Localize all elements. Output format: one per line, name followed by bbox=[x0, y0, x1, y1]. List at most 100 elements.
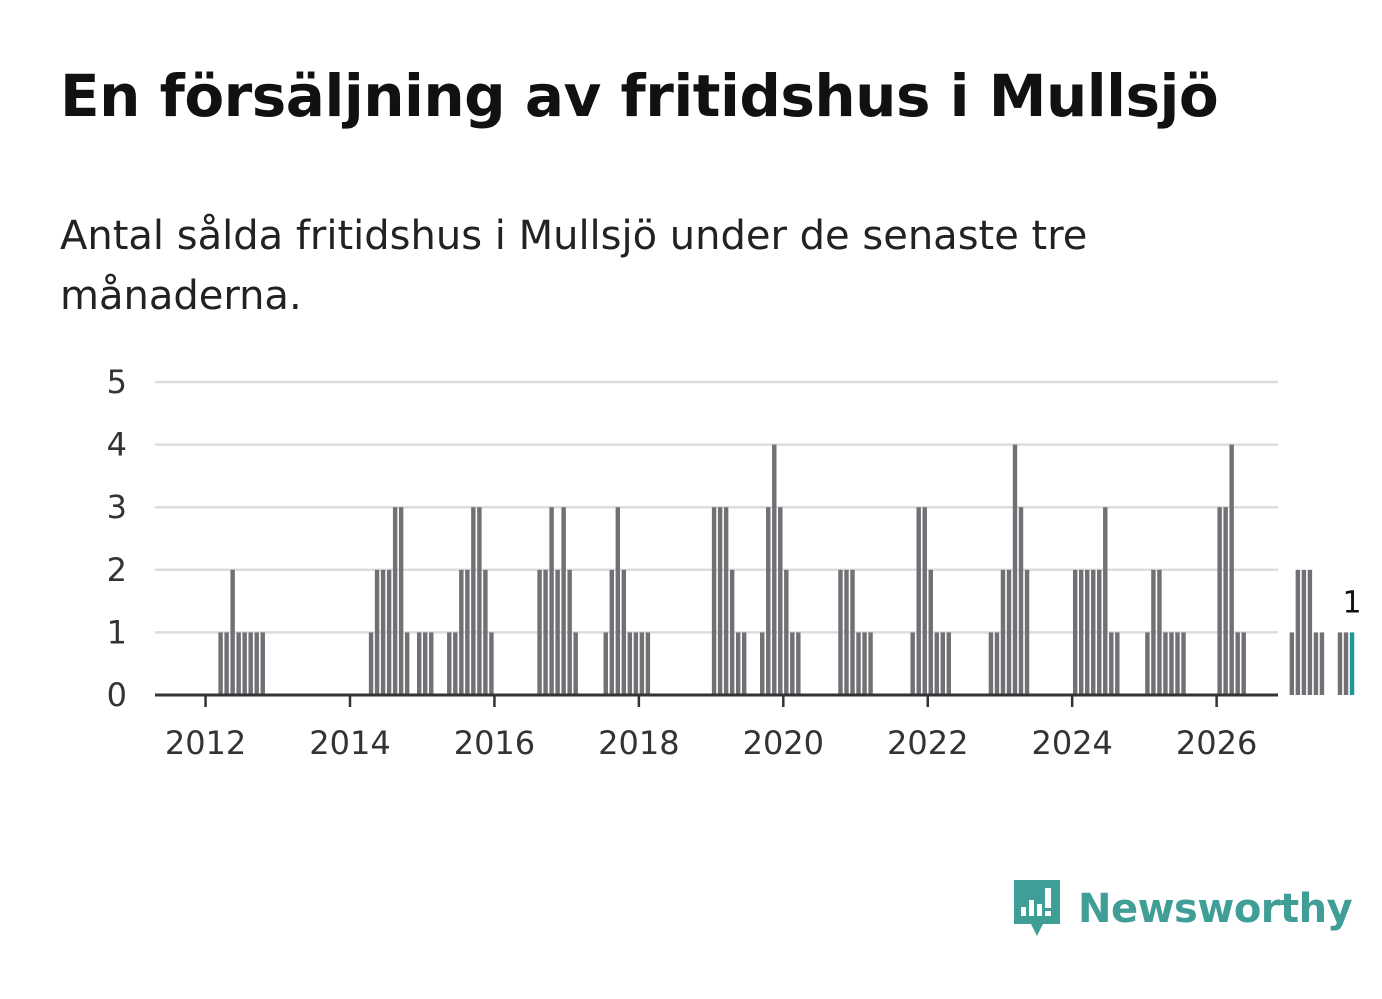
bar bbox=[1000, 569, 1006, 695]
bar bbox=[940, 632, 945, 695]
bar bbox=[1307, 569, 1313, 695]
bar bbox=[1085, 569, 1090, 695]
bar-chart: 0 1 2 3 4 5 2012 2014 2016 2018 2020 2022 2024 2026 1 bbox=[107, 363, 1362, 762]
bar bbox=[723, 507, 729, 695]
bar bbox=[1163, 632, 1168, 695]
y-tick-label: 0 bbox=[107, 676, 127, 714]
bar bbox=[1006, 569, 1012, 695]
bar bbox=[224, 632, 229, 695]
bar bbox=[1229, 444, 1234, 695]
bar bbox=[392, 507, 398, 695]
bar bbox=[856, 632, 861, 695]
bar bbox=[567, 569, 572, 695]
bar bbox=[609, 569, 614, 695]
bar bbox=[850, 569, 855, 695]
bar bbox=[1289, 632, 1295, 695]
bar bbox=[429, 632, 434, 695]
bar bbox=[386, 569, 392, 695]
bar bbox=[717, 507, 723, 695]
bar bbox=[453, 632, 458, 695]
bar bbox=[1012, 444, 1018, 695]
bar bbox=[459, 569, 464, 695]
bar bbox=[561, 507, 566, 695]
bar bbox=[477, 507, 482, 695]
bar bbox=[784, 569, 789, 695]
x-axis bbox=[155, 693, 1278, 707]
bar bbox=[471, 507, 476, 695]
bar bbox=[254, 632, 259, 695]
bar bbox=[368, 632, 374, 695]
bar bbox=[218, 632, 223, 695]
bar bbox=[230, 569, 235, 695]
bar bbox=[633, 632, 639, 695]
bar bbox=[639, 632, 645, 695]
bar bbox=[922, 507, 927, 695]
bar bbox=[1157, 569, 1162, 695]
bar bbox=[1018, 507, 1024, 695]
bar bbox=[260, 632, 265, 695]
bar bbox=[549, 507, 554, 695]
bar bbox=[1295, 569, 1301, 695]
bar bbox=[910, 632, 915, 695]
newsworthy-logo-icon bbox=[1014, 880, 1060, 936]
bar bbox=[236, 632, 241, 695]
bar bbox=[627, 632, 633, 695]
bar bbox=[1235, 632, 1240, 695]
bar bbox=[772, 444, 777, 695]
bar bbox=[916, 507, 921, 695]
chart-subtitle: Antal sålda fritidshus i Mullsjö under d… bbox=[60, 213, 1088, 319]
bar bbox=[868, 632, 873, 695]
bar bbox=[573, 632, 578, 695]
x-tick-label: 2014 bbox=[309, 724, 390, 762]
newsworthy-logo: Newsworthy bbox=[1012, 878, 1353, 940]
bar bbox=[1301, 569, 1307, 695]
bar bbox=[1072, 569, 1078, 695]
axis-labels: 0 1 2 3 4 5 2012 2014 2016 2018 2020 2022 2024 2026 1 bbox=[107, 363, 1362, 762]
bar bbox=[1217, 507, 1222, 695]
bar bbox=[790, 632, 795, 695]
bar bbox=[988, 632, 994, 695]
x-tick-label: 2018 bbox=[598, 724, 679, 762]
bar bbox=[398, 507, 404, 695]
bar bbox=[1169, 632, 1174, 695]
y-tick-label: 4 bbox=[107, 426, 127, 464]
chart-title: En försäljning av fritidshus i Mullsjö bbox=[60, 62, 1219, 130]
bar bbox=[489, 632, 494, 695]
bar bbox=[1319, 632, 1325, 695]
y-tick-label: 3 bbox=[107, 488, 127, 526]
x-tick-label: 2016 bbox=[454, 724, 535, 762]
bar bbox=[380, 569, 386, 695]
bar bbox=[603, 632, 608, 695]
brand-name: Newsworthy bbox=[1078, 886, 1353, 932]
bar bbox=[242, 632, 247, 695]
bar bbox=[1109, 632, 1114, 695]
bar bbox=[1313, 632, 1319, 695]
bar bbox=[1241, 632, 1246, 695]
bar bbox=[621, 569, 627, 695]
bar bbox=[404, 632, 410, 695]
bar bbox=[928, 569, 933, 695]
bar bbox=[645, 632, 651, 695]
bar bbox=[1181, 632, 1186, 695]
y-tick-label: 2 bbox=[107, 551, 127, 589]
bar bbox=[1097, 569, 1102, 695]
bar bbox=[994, 632, 1000, 695]
bar bbox=[537, 569, 542, 695]
latest-value-label: 1 bbox=[1342, 585, 1361, 620]
bar bbox=[711, 507, 717, 695]
bar-latest bbox=[1349, 632, 1355, 695]
bar bbox=[844, 569, 849, 695]
bar bbox=[1079, 569, 1084, 695]
bar bbox=[1091, 569, 1096, 695]
x-tick-label: 2024 bbox=[1031, 724, 1112, 762]
bar bbox=[741, 632, 747, 695]
x-tick-label: 2022 bbox=[887, 724, 968, 762]
bar bbox=[1337, 632, 1343, 695]
bar bbox=[483, 569, 488, 695]
bar bbox=[374, 569, 380, 695]
bar bbox=[1024, 569, 1030, 695]
bar bbox=[946, 632, 952, 695]
bar bbox=[423, 632, 428, 695]
bar bbox=[615, 507, 621, 695]
bar bbox=[760, 632, 765, 695]
